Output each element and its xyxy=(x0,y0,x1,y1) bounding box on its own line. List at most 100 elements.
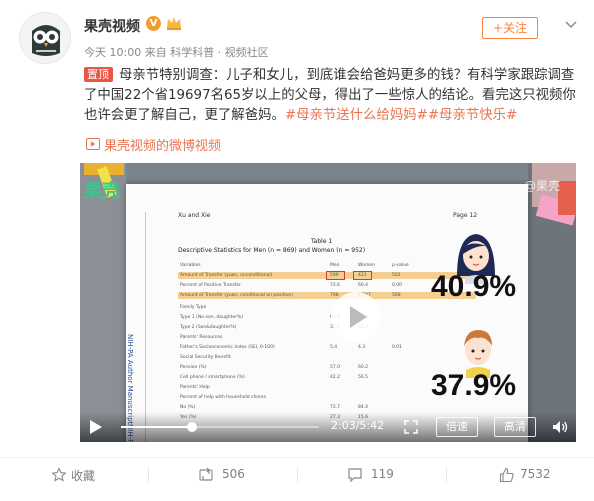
table-cell: 502 xyxy=(392,273,401,278)
fullscreen-icon[interactable] xyxy=(404,420,418,434)
table-cell: 84.4 xyxy=(358,405,369,410)
verified-icon: V xyxy=(146,16,161,31)
play-icon[interactable] xyxy=(90,420,102,434)
action-separator xyxy=(297,467,298,483)
follow-button[interactable]: +关注 xyxy=(482,17,538,39)
action-separator xyxy=(148,467,149,483)
table-cell: 72.6 xyxy=(330,283,341,288)
crown-icon xyxy=(167,17,181,30)
hashtag-link[interactable]: #母亲节快乐# xyxy=(427,108,518,123)
table-row: Father's Socioeconomic Index (SEI, 0-100… xyxy=(178,344,476,351)
hashtag-link[interactable]: #母亲节送什么给妈妈# xyxy=(284,108,428,123)
daughter-avatar-icon xyxy=(457,234,495,284)
table-row: Percent of Positive Transfer 72.6 60.4 0.00 xyxy=(178,282,476,289)
table-row: Type 2 (Son&daughter%)38.135.4 xyxy=(178,324,476,331)
table-cell: 0.01 xyxy=(392,345,403,350)
table-row: Social Security Benefit xyxy=(178,354,476,361)
video-player[interactable]: 果壳 @果壳 NIH-PA Author Manuscript NIH-PA X… xyxy=(80,163,576,442)
post-text: 母亲节特别调查：儿子和女儿，到底谁会给爸妈更多的钱？有科学家跟踪调查了中国22个… xyxy=(84,68,576,123)
footer-divider xyxy=(0,457,594,458)
table-subtitle: Descriptive Statistics for Men (n = 869)… xyxy=(178,247,366,254)
table-cell: Amount of Transfer (yuan, conditional on… xyxy=(180,293,293,298)
progress-bar[interactable] xyxy=(121,422,319,432)
table-cell: 599 xyxy=(330,273,339,278)
table-cell: p-value xyxy=(392,263,409,268)
repost-count: 506 xyxy=(222,467,245,481)
table-row: No (%) 72.7 84.4 xyxy=(178,404,476,411)
table-cell: 5.4 xyxy=(330,345,338,350)
thumbs-up-icon xyxy=(499,467,514,483)
comment-action[interactable]: 119 xyxy=(298,458,446,492)
speed-button[interactable]: 倍速 xyxy=(436,417,478,437)
chevron-down-icon[interactable] xyxy=(564,18,578,32)
table-cell: 4.3 xyxy=(358,345,366,350)
video-controls: 2:03/5:42 倍速 高清 xyxy=(80,412,576,442)
table-cell: Social Security Benefit xyxy=(180,355,231,360)
paper-header-right: Page 12 xyxy=(453,212,478,219)
like-action[interactable]: 7532 xyxy=(447,458,594,492)
time-display: 2:03/5:42 xyxy=(331,419,385,432)
repost-action[interactable]: 506 xyxy=(149,458,297,492)
table-cell: Parents' Resources xyxy=(180,335,223,340)
video-watermark: @果壳 xyxy=(524,179,561,193)
table-cell: Men xyxy=(330,263,340,268)
paper-header-left: Xu and Xie xyxy=(178,212,211,219)
table-cell: Cell phone / smartphone (%) xyxy=(180,375,245,380)
action-separator xyxy=(446,467,447,483)
table-cell: 0.00 xyxy=(392,283,403,288)
video-logo: 果壳 xyxy=(84,181,120,202)
paper-side-margin xyxy=(132,212,146,442)
table-cell: 568 xyxy=(392,293,401,298)
favorite-action[interactable]: 收藏 xyxy=(0,458,148,492)
star-icon xyxy=(51,467,67,482)
volume-icon[interactable] xyxy=(552,419,568,435)
comment-icon xyxy=(348,468,362,483)
highlight-box xyxy=(326,271,345,280)
table-cell: 798 xyxy=(330,293,339,298)
favorite-label: 收藏 xyxy=(71,469,96,483)
quality-button[interactable]: 高清 xyxy=(494,417,536,437)
table-cell: Percent of Positive Transfer xyxy=(180,283,242,288)
table-cell: 60.2 xyxy=(358,365,369,370)
video-source-link[interactable]: 果壳视频的微博视频 xyxy=(104,139,222,154)
video-paper-frame: NIH-PA Author Manuscript NIH-PA Xu and X… xyxy=(126,184,528,442)
table-row: Family Type xyxy=(178,304,476,311)
table-cell: Family Type xyxy=(180,305,207,310)
table-row: Parents' Help xyxy=(178,384,476,391)
table-cell: 57.0 xyxy=(330,365,341,370)
table-row: Cell phone / smartphone (%) 42.2 56.5 xyxy=(178,374,476,381)
pinned-badge: 置顶 xyxy=(84,67,113,82)
table-cell: Parents' Help xyxy=(180,385,210,390)
table-cell: 42.2 xyxy=(330,375,341,380)
table-cell: Women xyxy=(358,263,375,268)
table-cell: 72.7 xyxy=(330,405,341,410)
table-row: Pension (%) 57.0 60.2 xyxy=(178,364,476,371)
table-cell: Amount of Transfer (yuan, unconditional) xyxy=(180,273,273,278)
highlight-box xyxy=(353,271,372,280)
progress-handle[interactable] xyxy=(187,422,198,432)
progress-fill xyxy=(121,426,193,428)
table-cell: Percent of help with household chores xyxy=(180,395,266,400)
table-row: Percent of help with household chores xyxy=(178,394,476,401)
author-avatar[interactable] xyxy=(19,12,71,64)
table-cell: Type 2 (Son&daughter%) xyxy=(180,325,237,330)
paper-side-text: NIH-PA Author Manuscript xyxy=(126,334,134,425)
like-count: 7532 xyxy=(520,467,551,481)
table-cell: 60.4 xyxy=(358,283,369,288)
table-cell: Pension (%) xyxy=(180,365,207,370)
post-meta: 今天 10:00 来自 科学科普 · 视频社区 xyxy=(84,46,269,59)
current-time: 2:03 xyxy=(331,419,356,432)
table-cell: 421 xyxy=(358,273,367,278)
table-cell: Variables xyxy=(180,263,201,268)
repost-icon xyxy=(199,467,213,481)
big-play-button[interactable] xyxy=(331,292,381,342)
table-cell: 56.5 xyxy=(358,375,369,380)
table-row: Parents' Resources xyxy=(178,334,476,341)
table-cell: Father's Socioeconomic Index (SEI, 0-100… xyxy=(180,345,275,350)
video-link-icon xyxy=(86,138,100,150)
table-row: Amount of Transfer (yuan, unconditional)… xyxy=(178,272,476,279)
son-avatar-icon xyxy=(464,330,492,378)
author-name[interactable]: 果壳视频 xyxy=(84,19,140,35)
post-body: 置顶 母亲节特别调查：儿子和女儿，到底谁会给爸妈更多的钱？有科学家跟踪调查了中国2… xyxy=(84,66,584,126)
